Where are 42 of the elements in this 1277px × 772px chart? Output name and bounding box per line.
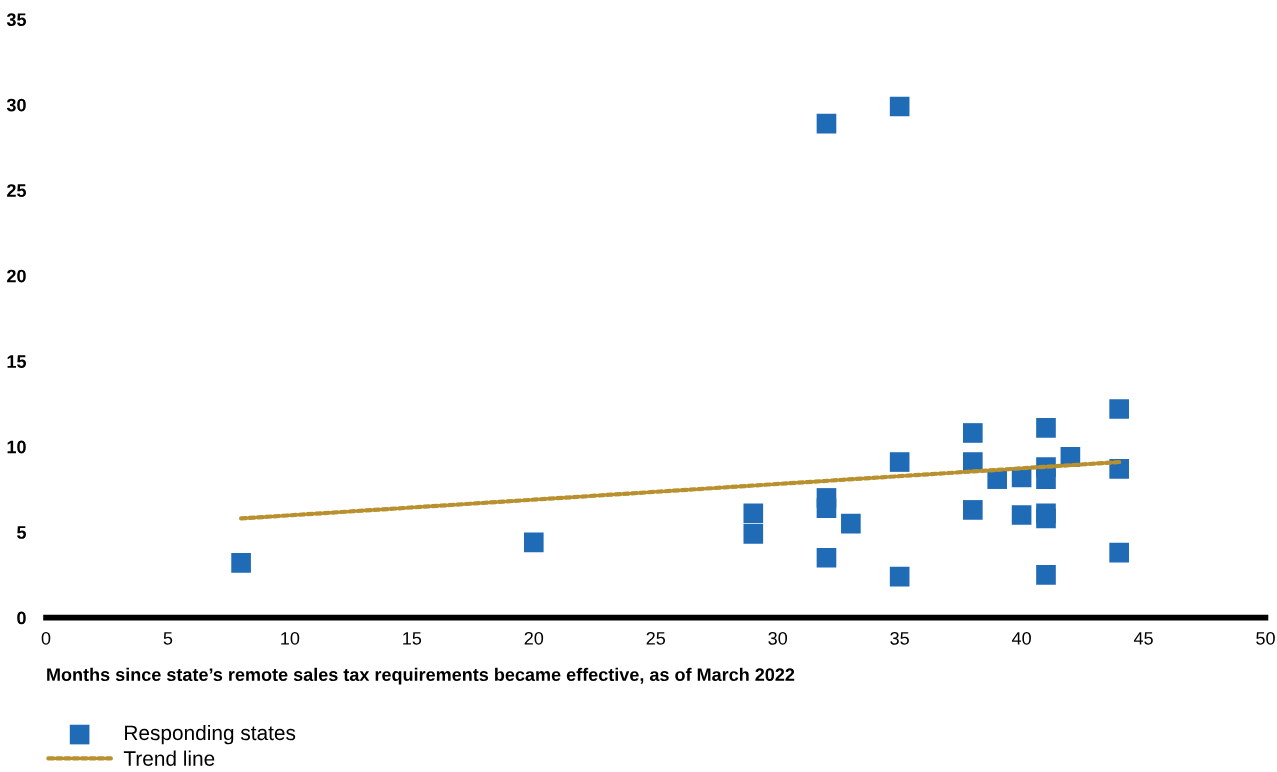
x-tick-label: 5 [163,632,173,645]
point [1011,505,1032,525]
point [889,566,910,587]
point [889,452,910,472]
x-tick-label: 35 [890,631,909,645]
y-tick-label: 15 [7,355,27,368]
point [889,96,910,117]
point [963,500,983,520]
y-tick-label: 10 [7,440,26,454]
point [1036,508,1056,529]
point [1036,469,1056,489]
point [523,532,544,553]
point [841,513,861,534]
point [816,113,837,134]
x-axis-title: Months since state’s remote sales tax requirements became effective, as of March 2022 [47,667,795,685]
legend-label: Responding states [125,724,296,745]
point [1036,418,1056,438]
y-tick-label: 35 [6,13,27,27]
y-tick-label: 5 [17,526,27,539]
x-tick-label: 25 [646,631,666,645]
point [1036,565,1056,585]
x-tick-label: 0 [41,631,51,645]
point [816,547,837,568]
point [743,524,764,544]
y-tick-label: 30 [6,98,26,112]
point [816,498,837,519]
y-tick-label: 20 [7,269,26,283]
x-tick-label: 45 [1133,632,1153,645]
point [963,423,983,443]
point [1109,399,1129,419]
y-tick-label: 0 [17,611,26,625]
x-tick-label: 10 [281,631,300,645]
x-tick-label: 20 [524,631,544,645]
x-tick-label: 15 [403,632,422,645]
point [1109,542,1129,563]
y-tick-label: 25 [7,184,27,197]
point [231,553,251,573]
x-tick-label: 30 [768,631,788,645]
point [743,503,764,524]
legend-label: Trend line [123,750,215,766]
x-tick-label: 50 [1256,631,1275,645]
x-tick-label: 40 [1011,631,1031,645]
